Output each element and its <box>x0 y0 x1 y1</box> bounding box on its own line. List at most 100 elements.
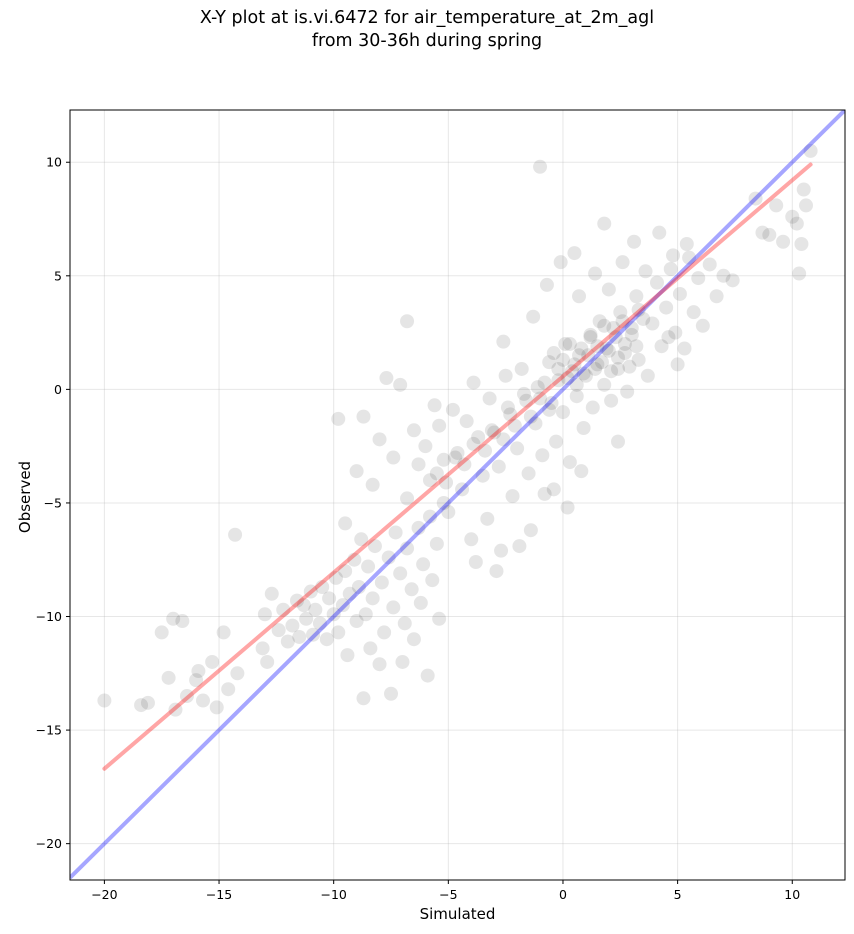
data-point <box>455 482 470 497</box>
data-point <box>588 266 603 281</box>
data-point <box>617 346 632 361</box>
y-tick-label: 0 <box>54 382 62 397</box>
data-point <box>358 607 373 622</box>
data-point <box>349 614 364 629</box>
data-point <box>381 550 396 565</box>
x-tick-label: −10 <box>320 887 346 902</box>
data-point <box>709 289 724 304</box>
data-point <box>530 380 545 395</box>
data-point <box>597 318 612 333</box>
data-point <box>400 314 415 329</box>
data-point <box>466 436 481 451</box>
y-tick-label: −15 <box>36 723 62 738</box>
data-point <box>166 611 181 626</box>
data-point <box>276 602 291 617</box>
data-point <box>546 482 561 497</box>
data-point <box>622 359 637 374</box>
data-point <box>420 668 435 683</box>
scatter-points <box>97 143 818 717</box>
data-point <box>393 566 408 581</box>
data-point <box>551 373 566 388</box>
data-point <box>510 441 525 456</box>
x-tick-label: 5 <box>674 887 682 902</box>
data-point <box>654 339 669 354</box>
data-point <box>537 486 552 501</box>
data-point <box>583 327 598 342</box>
data-point <box>209 700 224 715</box>
data-point <box>666 248 681 263</box>
data-point <box>328 570 343 585</box>
data-point <box>436 452 451 467</box>
data-point <box>354 532 369 547</box>
data-point <box>507 418 522 433</box>
data-point <box>257 607 272 622</box>
data-point <box>638 264 653 279</box>
x-axis-label: Simulated <box>419 905 496 923</box>
data-point <box>537 375 552 390</box>
data-point <box>489 564 504 579</box>
data-point <box>748 191 763 206</box>
data-point <box>702 257 717 272</box>
data-point <box>365 477 380 492</box>
data-point <box>347 552 362 567</box>
data-point <box>539 277 554 292</box>
data-point <box>482 391 497 406</box>
data-point <box>450 445 465 460</box>
data-point <box>796 182 811 197</box>
data-point <box>478 443 493 458</box>
data-point <box>468 555 483 570</box>
data-point <box>585 400 600 415</box>
data-point <box>670 357 685 372</box>
data-point <box>601 343 616 358</box>
data-point <box>640 368 655 383</box>
data-point <box>464 532 479 547</box>
data-point <box>615 314 630 329</box>
y-tick-label: 5 <box>54 268 62 283</box>
data-point <box>526 309 541 324</box>
data-point <box>617 336 632 351</box>
data-point <box>560 371 575 386</box>
data-point <box>613 305 628 320</box>
data-point <box>677 341 692 356</box>
data-point <box>691 271 706 286</box>
y-tick-label: −5 <box>44 495 62 510</box>
data-point <box>516 386 531 401</box>
data-point <box>572 289 587 304</box>
data-point <box>338 516 353 531</box>
data-point <box>620 384 635 399</box>
data-point <box>471 430 486 445</box>
data-point <box>576 420 591 435</box>
data-point <box>361 559 376 574</box>
data-point <box>611 434 626 449</box>
data-point <box>161 670 176 685</box>
data-point <box>725 273 740 288</box>
data-point <box>590 339 605 354</box>
data-point <box>384 686 399 701</box>
data-point <box>597 216 612 231</box>
data-point <box>349 464 364 479</box>
data-point <box>97 693 112 708</box>
data-point <box>512 539 527 554</box>
x-tick-label: 0 <box>559 887 567 902</box>
data-point <box>397 616 412 631</box>
data-point <box>592 314 607 329</box>
data-point <box>569 389 584 404</box>
data-point <box>494 543 509 558</box>
data-point <box>189 673 204 688</box>
data-point <box>372 432 387 447</box>
data-point <box>567 357 582 372</box>
data-point <box>562 455 577 470</box>
data-point <box>555 352 570 367</box>
data-point <box>645 316 660 331</box>
data-point <box>565 364 580 379</box>
data-point <box>521 466 536 481</box>
data-point <box>599 341 614 356</box>
data-point <box>429 466 444 481</box>
data-point <box>594 355 609 370</box>
data-point <box>175 614 190 629</box>
data-point <box>500 400 515 415</box>
data-point <box>303 584 318 599</box>
y-tick-label: 10 <box>46 155 62 170</box>
data-point <box>659 300 674 315</box>
data-point <box>365 591 380 606</box>
